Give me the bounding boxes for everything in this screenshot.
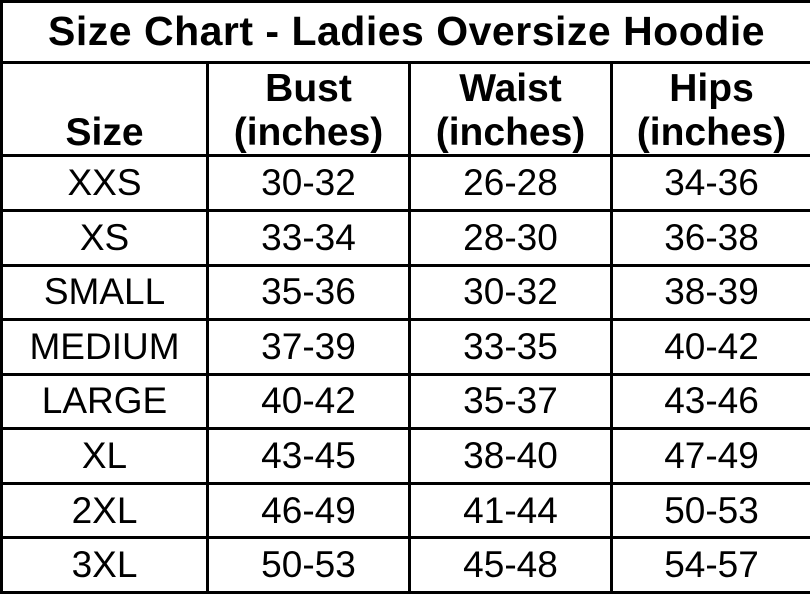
column-header-hips: Hips (inches)	[609, 60, 810, 158]
waist-cell: 38-40	[408, 427, 613, 485]
bust-cell: 46-49	[206, 481, 411, 540]
table-row-large: LARGE 40-42 35-37 43-46	[0, 372, 810, 431]
bust-cell: 30-32	[206, 154, 411, 212]
column-header-bust: Bust (inches)	[206, 60, 411, 158]
table-row-xxs: XXS 30-32 26-28 34-36	[0, 154, 810, 212]
hips-cell: 50-53	[609, 481, 810, 540]
column-header-waist-unit: (inches)	[435, 110, 586, 154]
column-header-hips-unit: (inches)	[636, 110, 787, 154]
hips-cell: 47-49	[609, 427, 810, 485]
hips-cell: 43-46	[609, 372, 810, 431]
page-title: Size Chart - Ladies Oversize Hoodie	[0, 0, 810, 64]
bust-cell: 43-45	[206, 427, 411, 485]
size-cell: 3XL	[0, 536, 209, 594]
waist-cell: 33-35	[408, 318, 613, 376]
bust-cell: 37-39	[206, 318, 411, 376]
column-header-size: Size	[0, 60, 209, 158]
column-header-waist-label: Waist	[459, 67, 562, 111]
waist-cell: 30-32	[408, 263, 613, 322]
size-cell: MEDIUM	[0, 318, 209, 376]
table-row-medium: MEDIUM 37-39 33-35 40-42	[0, 318, 810, 376]
bust-cell: 40-42	[206, 372, 411, 431]
waist-cell: 45-48	[408, 536, 613, 594]
column-header-bust-unit: (inches)	[233, 110, 384, 154]
table-row-small: SMALL 35-36 30-32 38-39	[0, 263, 810, 322]
size-cell: XL	[0, 427, 209, 485]
title-row: Size Chart - Ladies Oversize Hoodie	[0, 0, 810, 64]
waist-cell: 35-37	[408, 372, 613, 431]
size-cell: 2XL	[0, 481, 209, 540]
column-header-bust-label: Bust	[265, 67, 352, 111]
hips-cell: 38-39	[609, 263, 810, 322]
waist-cell: 28-30	[408, 208, 613, 267]
hips-cell: 34-36	[609, 154, 810, 212]
header-row: Size Bust (inches) Waist (inches) Hips (…	[0, 60, 810, 158]
size-cell: XS	[0, 208, 209, 267]
size-cell: XXS	[0, 154, 209, 212]
table-row-3xl: 3XL 50-53 45-48 54-57	[0, 536, 810, 594]
table-row-2xl: 2XL 46-49 41-44 50-53	[0, 481, 810, 540]
waist-cell: 26-28	[408, 154, 613, 212]
hips-cell: 54-57	[609, 536, 810, 594]
column-header-waist: Waist (inches)	[408, 60, 613, 158]
size-cell: LARGE	[0, 372, 209, 431]
table-row-xs: XS 33-34 28-30 36-38	[0, 208, 810, 267]
bust-cell: 33-34	[206, 208, 411, 267]
size-cell: SMALL	[0, 263, 209, 322]
column-header-hips-label: Hips	[669, 67, 754, 111]
bust-cell: 50-53	[206, 536, 411, 594]
hips-cell: 36-38	[609, 208, 810, 267]
table-row-xl: XL 43-45 38-40 47-49	[0, 427, 810, 485]
waist-cell: 41-44	[408, 481, 613, 540]
column-header-size-label: Size	[65, 110, 144, 154]
hips-cell: 40-42	[609, 318, 810, 376]
bust-cell: 35-36	[206, 263, 411, 322]
